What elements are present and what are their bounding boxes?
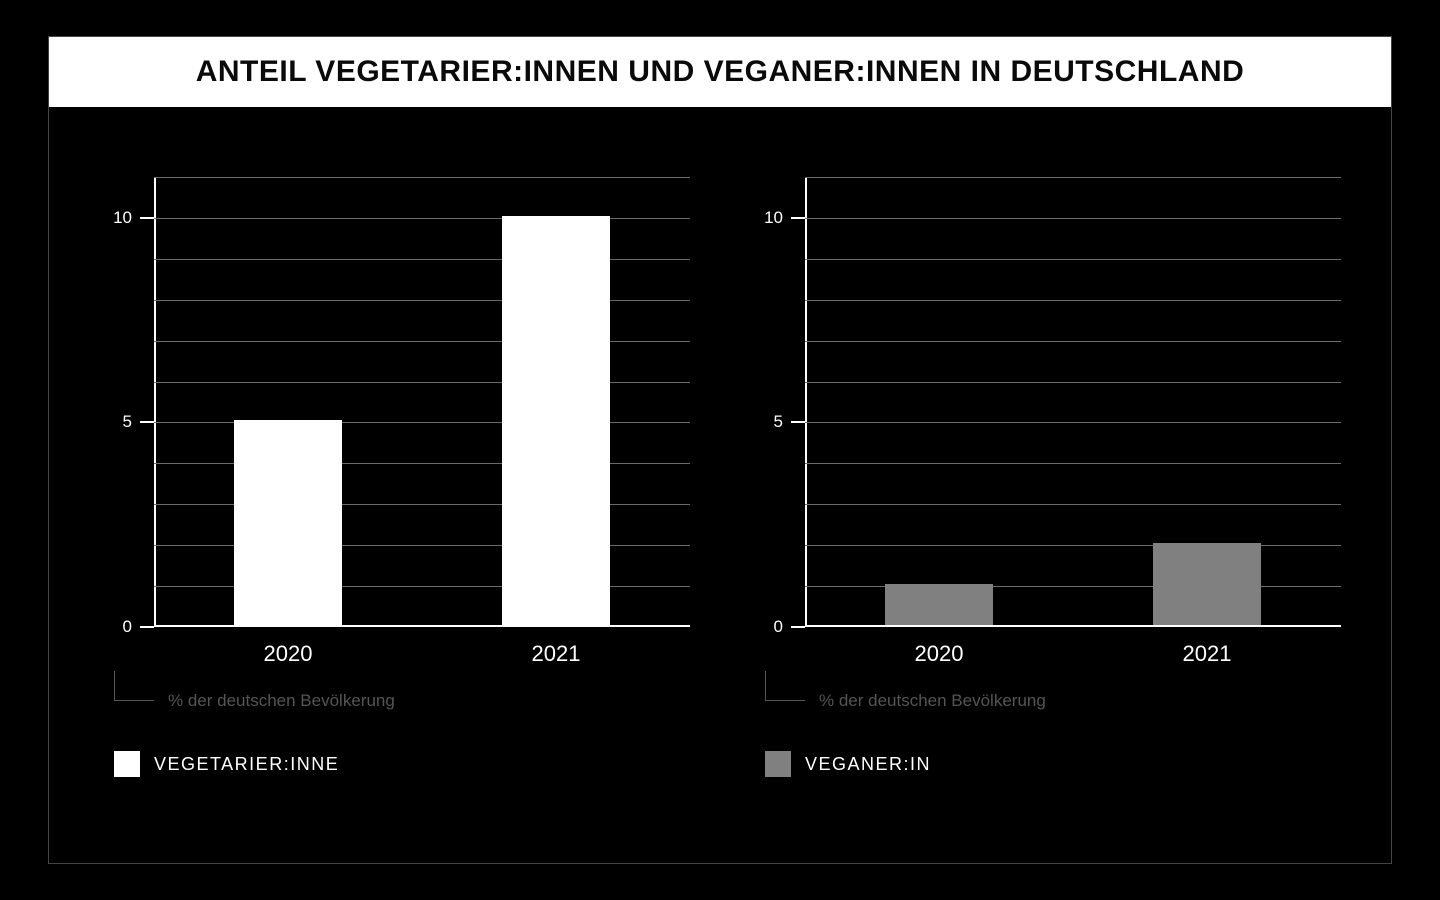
grid-line bbox=[154, 382, 690, 383]
chart-container: ANTEIL VEGETARIER:INNEN UND VEGANER:INNE… bbox=[48, 36, 1392, 864]
title-bar: ANTEIL VEGETARIER:INNEN UND VEGANER:INNE… bbox=[49, 37, 1391, 107]
legend-vegetarian: VEGETARIER:INNE bbox=[114, 751, 690, 777]
y-tick-label: 10 bbox=[104, 208, 132, 228]
x-category-label: 2020 bbox=[915, 641, 964, 667]
grid-line bbox=[805, 259, 1341, 260]
grid-line bbox=[154, 341, 690, 342]
note-leader-line bbox=[765, 671, 805, 701]
y-tick-label: 10 bbox=[755, 208, 783, 228]
x-category-label: 2021 bbox=[1183, 641, 1232, 667]
y-tick-label: 5 bbox=[755, 412, 783, 432]
legend-swatch bbox=[765, 751, 791, 777]
grid-line bbox=[805, 504, 1341, 505]
grid-line bbox=[805, 341, 1341, 342]
axis-note-wrap: % der deutschen Bevölkerung bbox=[154, 685, 690, 725]
grid-line bbox=[805, 382, 1341, 383]
grid-line bbox=[154, 218, 690, 219]
axis-note: % der deutschen Bevölkerung bbox=[168, 691, 395, 711]
grid-line bbox=[805, 422, 1341, 423]
bar bbox=[234, 420, 341, 625]
grid-line bbox=[805, 177, 1341, 178]
y-tick bbox=[791, 421, 805, 423]
bar bbox=[885, 584, 992, 625]
chart-title: ANTEIL VEGETARIER:INNEN UND VEGANER:INNE… bbox=[49, 55, 1391, 89]
x-axis bbox=[805, 625, 1341, 627]
x-category-label: 2021 bbox=[532, 641, 581, 667]
grid-line bbox=[805, 218, 1341, 219]
plot-vegan: 051020202021 bbox=[805, 177, 1341, 627]
y-axis bbox=[805, 177, 807, 627]
grid-line bbox=[154, 300, 690, 301]
grid-line bbox=[805, 463, 1341, 464]
y-tick-label: 5 bbox=[104, 412, 132, 432]
x-category-label: 2020 bbox=[264, 641, 313, 667]
legend-label: VEGETARIER:INNE bbox=[154, 754, 339, 775]
x-axis bbox=[154, 625, 690, 627]
bar bbox=[1153, 543, 1260, 625]
panels-row: 051020202021 % der deutschen Bevölkerung… bbox=[49, 107, 1391, 777]
y-tick bbox=[791, 626, 805, 628]
legend-label: VEGANER:IN bbox=[805, 754, 931, 775]
legend-vegan: VEGANER:IN bbox=[765, 751, 1341, 777]
y-tick bbox=[140, 421, 154, 423]
grid-line bbox=[154, 259, 690, 260]
note-leader-line bbox=[114, 671, 154, 701]
panel-vegetarian: 051020202021 % der deutschen Bevölkerung… bbox=[99, 177, 690, 777]
y-tick bbox=[791, 217, 805, 219]
y-axis bbox=[154, 177, 156, 627]
panel-vegan: 051020202021 % der deutschen Bevölkerung… bbox=[750, 177, 1341, 777]
y-tick bbox=[140, 626, 154, 628]
grid-line bbox=[805, 300, 1341, 301]
legend-swatch bbox=[114, 751, 140, 777]
bar bbox=[502, 216, 609, 625]
plot-vegetarian: 051020202021 bbox=[154, 177, 690, 627]
y-tick bbox=[140, 217, 154, 219]
grid-line bbox=[154, 177, 690, 178]
y-tick-label: 0 bbox=[104, 617, 132, 637]
axis-note-wrap: % der deutschen Bevölkerung bbox=[805, 685, 1341, 725]
y-tick-label: 0 bbox=[755, 617, 783, 637]
axis-note: % der deutschen Bevölkerung bbox=[819, 691, 1046, 711]
grid-line bbox=[805, 545, 1341, 546]
